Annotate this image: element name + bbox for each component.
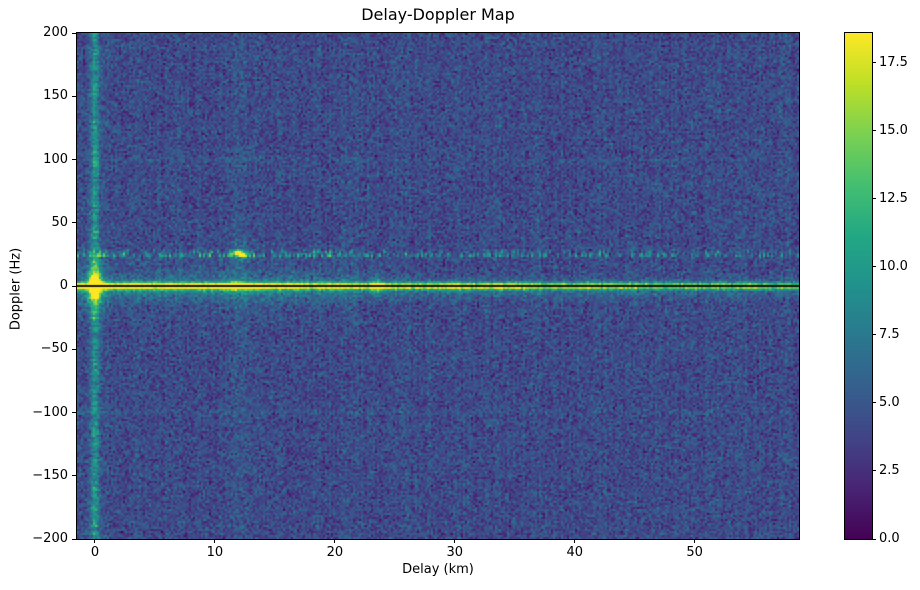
colorbar-tick <box>872 402 876 404</box>
colorbar-tick <box>872 470 876 472</box>
colorbar-tick <box>872 198 876 200</box>
y-tick-label: 0 <box>59 278 68 293</box>
y-tick-label: −100 <box>32 404 68 420</box>
y-tick <box>72 348 76 350</box>
colorbar-tick-label: 10.0 <box>879 258 908 274</box>
colorbar-tick <box>872 538 876 540</box>
y-tick <box>72 285 76 287</box>
x-tick-label: 30 <box>446 545 464 560</box>
colorbar-tick-label: 2.5 <box>879 462 900 478</box>
colorbar-tick-label: 7.5 <box>879 326 900 342</box>
y-tick <box>72 538 76 540</box>
colorbar-tick-label: 0.0 <box>879 531 900 546</box>
colorbar-tick-label: 15.0 <box>879 122 908 138</box>
x-tick-label: 10 <box>206 545 224 560</box>
heatmap-image <box>77 33 799 539</box>
plot-border <box>76 32 800 540</box>
x-tick <box>214 539 216 543</box>
x-tick <box>574 539 576 543</box>
x-tick-label: 50 <box>686 545 703 560</box>
x-tick <box>454 539 456 543</box>
y-tick-label: −200 <box>32 531 68 546</box>
x-tick <box>694 539 696 543</box>
y-tick <box>72 222 76 224</box>
y-tick-label: 150 <box>43 88 68 104</box>
colorbar-tick-label: 5.0 <box>879 394 900 410</box>
y-tick-label: 200 <box>43 25 68 40</box>
x-tick-label: 20 <box>326 545 344 560</box>
y-tick <box>72 32 76 34</box>
y-tick-label: 100 <box>43 151 68 167</box>
y-tick-label: −50 <box>40 341 68 357</box>
colorbar-tick-label: 12.5 <box>879 190 908 206</box>
x-axis-label: Delay (km) <box>402 562 474 577</box>
x-tick-label: 0 <box>90 545 100 560</box>
colorbar-tick <box>872 62 876 64</box>
colorbar-tick <box>872 266 876 268</box>
y-tick <box>72 475 76 477</box>
chart-title: Delay-Doppler Map <box>361 5 515 24</box>
colorbar-gradient <box>845 33 872 539</box>
x-tick-label: 40 <box>566 545 583 560</box>
colorbar <box>844 32 873 540</box>
y-tick-label: 50 <box>51 214 68 230</box>
y-tick <box>72 412 76 413</box>
colorbar-tick <box>872 130 876 132</box>
y-tick <box>72 95 76 97</box>
x-tick <box>94 539 96 543</box>
y-tick-label: −150 <box>32 467 68 483</box>
colorbar-tick-label: 17.5 <box>879 54 908 70</box>
x-tick <box>334 539 336 543</box>
colorbar-tick <box>872 334 876 336</box>
y-tick <box>72 159 76 160</box>
